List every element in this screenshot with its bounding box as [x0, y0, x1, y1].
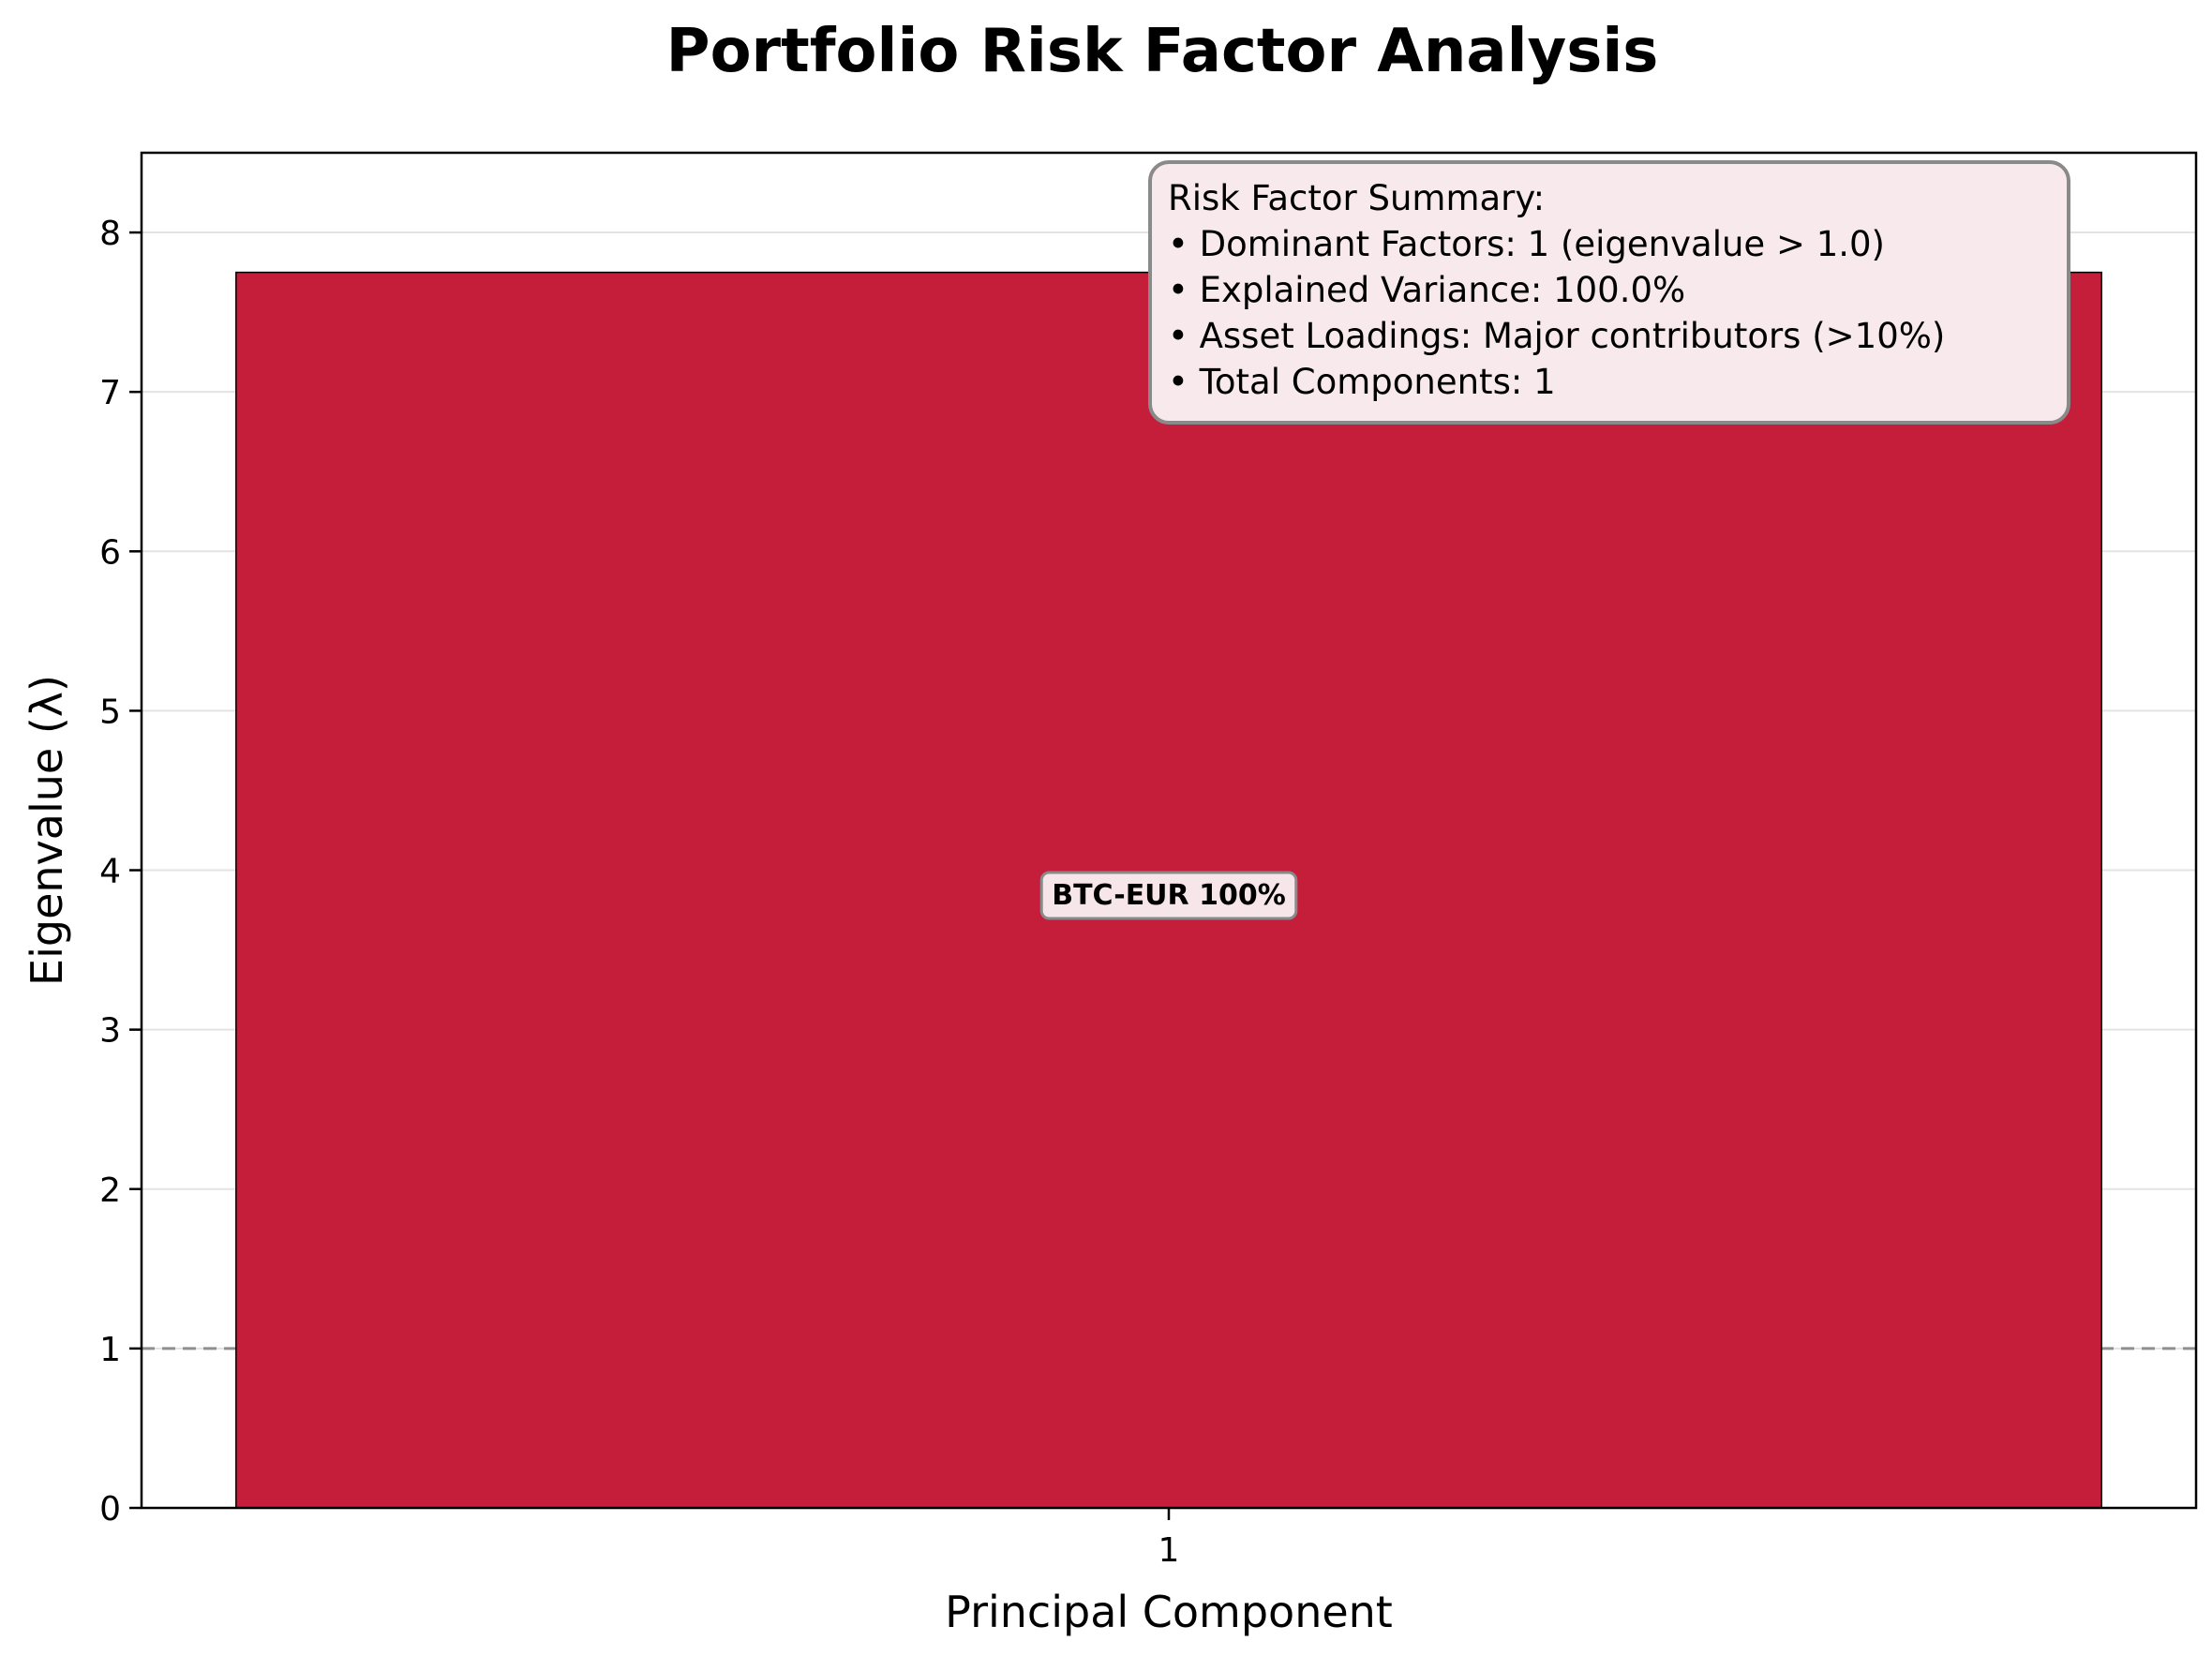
y-tick-label: 1 — [99, 1331, 121, 1369]
y-tick-label: 8 — [99, 215, 121, 253]
summary-box-line: • Total Components: 1 — [1168, 362, 1556, 402]
y-tick-label: 4 — [99, 853, 121, 891]
summary-box-line: • Asset Loadings: Major contributors (>1… — [1168, 316, 1945, 356]
y-tick-label: 7 — [99, 374, 121, 412]
x-tick-label: 1 — [1158, 1531, 1180, 1570]
bar-label: BTC-EUR 100% — [1052, 879, 1286, 912]
y-tick-label: 6 — [99, 533, 121, 572]
chart-title: Portfolio Risk Factor Analysis — [666, 17, 1659, 86]
summary-box: Risk Factor Summary: • Dominant Factors:… — [1148, 160, 2070, 425]
y-tick-label: 2 — [99, 1171, 121, 1210]
summary-box-line: • Explained Variance: 100.0% — [1168, 270, 1685, 310]
x-axis-ticks: 1 — [1158, 1508, 1180, 1570]
summary-box-line: • Dominant Factors: 1 (eigenvalue > 1.0) — [1168, 224, 1885, 264]
y-axis-label: Eigenvalue (λ) — [22, 675, 72, 986]
x-axis-label: Principal Component — [945, 1587, 1393, 1637]
y-tick-label: 3 — [99, 1012, 121, 1051]
bar-label-background — [1039, 871, 1298, 920]
y-tick-label: 0 — [99, 1490, 121, 1529]
y-axis-ticks: 0 1 2 3 4 5 6 7 8 — [99, 215, 142, 1529]
summary-box-background — [1148, 160, 2070, 425]
summary-box-title: Risk Factor Summary: — [1168, 178, 1545, 218]
y-tick-label: 5 — [99, 693, 121, 731]
bar-labels: BTC-EUR 100% — [1039, 871, 1298, 920]
